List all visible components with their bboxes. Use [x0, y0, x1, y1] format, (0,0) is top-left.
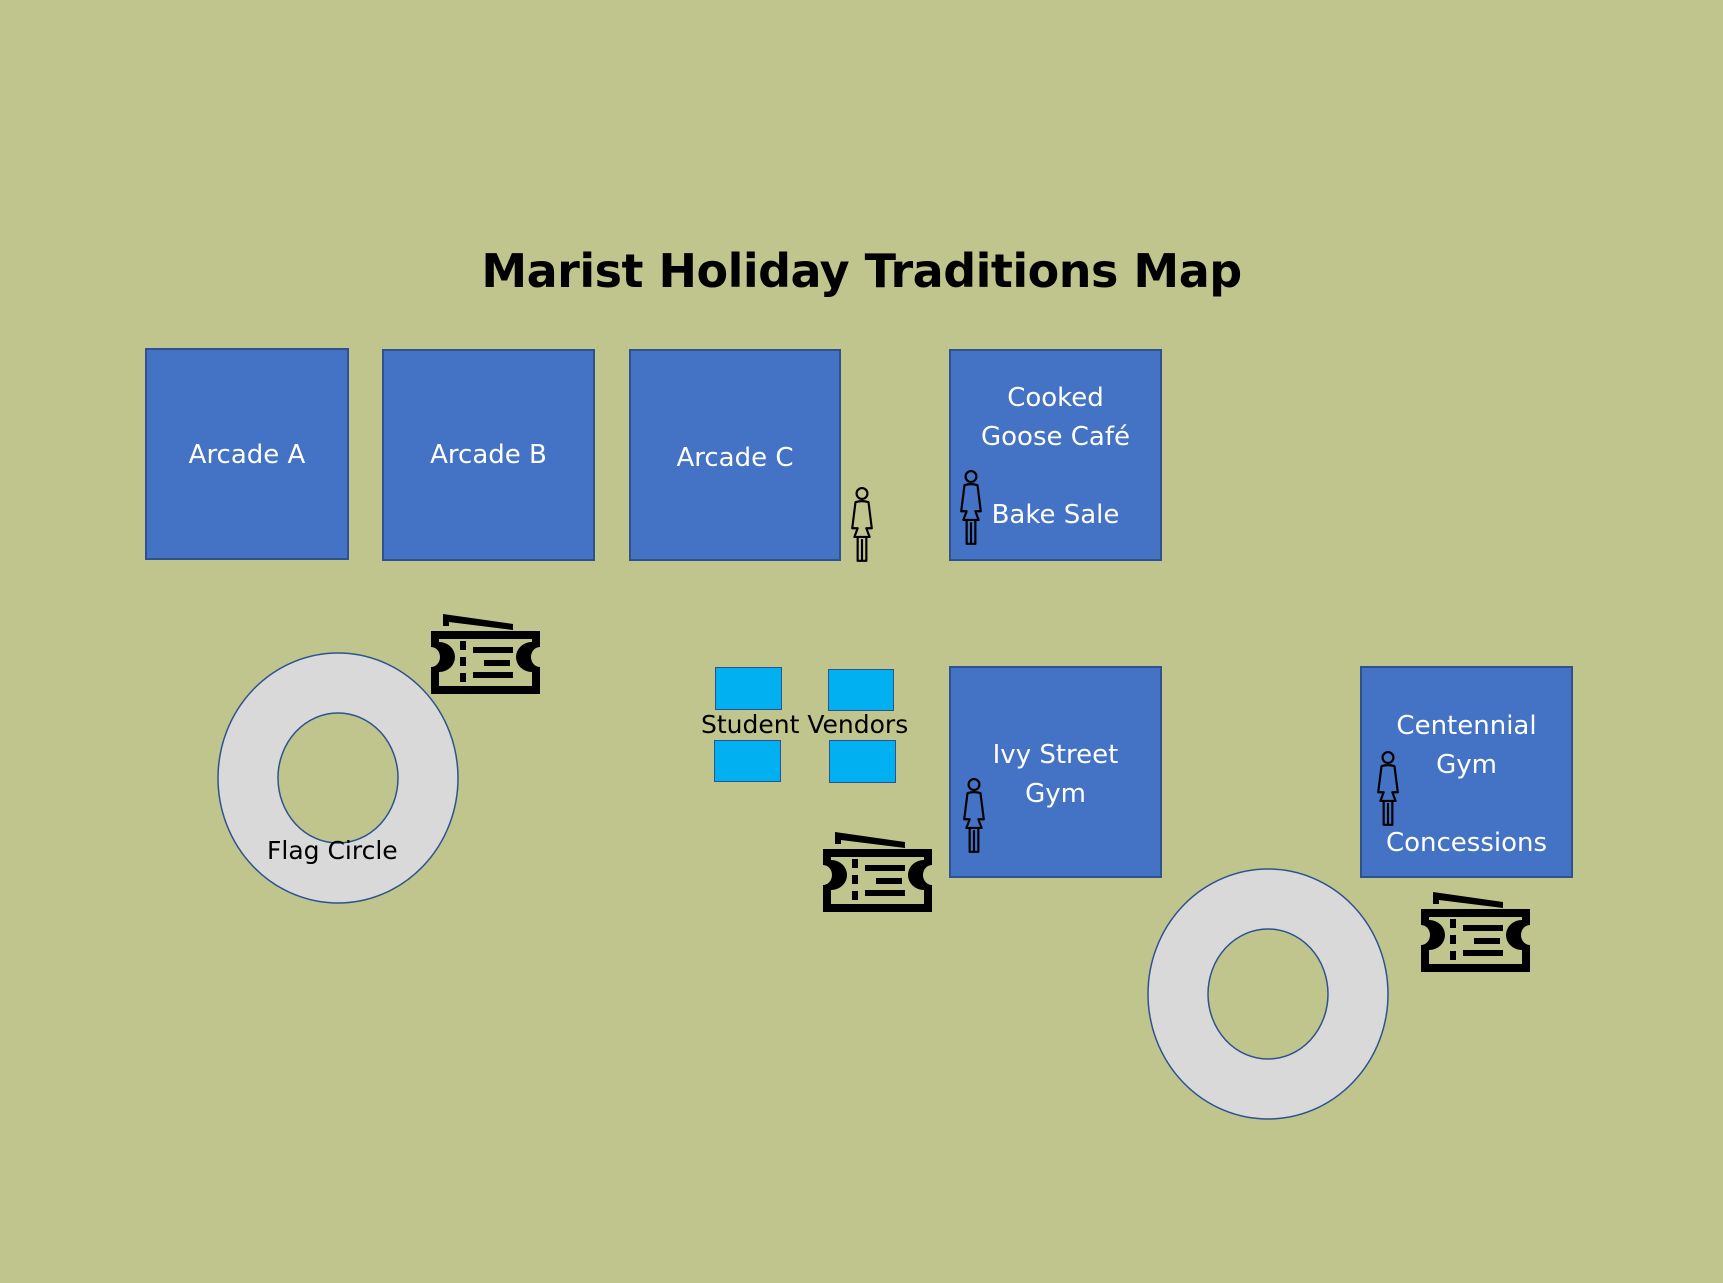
- vendor-stall[interactable]: [829, 740, 896, 783]
- flag-circle-label: Flag Circle: [267, 836, 398, 865]
- ticket-icon[interactable]: [1419, 892, 1532, 974]
- building-label-line1: Ivy Street: [992, 740, 1119, 770]
- building-label-line2: Gym: [1436, 750, 1497, 780]
- traffic-circle-ring[interactable]: [1146, 867, 1390, 1121]
- vendor-stall[interactable]: [828, 669, 894, 711]
- building-cooked-goose-cafe[interactable]: Cooked Goose Café Bake Sale: [949, 349, 1162, 561]
- building-label-line2: Goose Café: [980, 422, 1130, 452]
- building-arcade-c[interactable]: Arcade C: [629, 349, 841, 561]
- building-ivy-street-gym[interactable]: Ivy Street Gym: [949, 666, 1162, 878]
- vendor-stall[interactable]: [714, 740, 781, 782]
- person-icon[interactable]: [958, 778, 990, 854]
- flag-circle-shape: [218, 653, 459, 903]
- person-icon[interactable]: [846, 487, 878, 563]
- building-label: Arcade B: [430, 440, 547, 470]
- concessions-label: Concessions: [1385, 828, 1548, 858]
- student-vendors-label: Student Vendors: [701, 710, 909, 739]
- person-icon[interactable]: [955, 470, 987, 546]
- ticket-icon[interactable]: [429, 614, 542, 696]
- map-title: Marist Holiday Traditions Map: [481, 244, 1242, 298]
- building-label: Arcade A: [188, 440, 306, 470]
- building-label-line1: Centennial: [1396, 711, 1537, 741]
- traffic-circle-shape: [1148, 869, 1389, 1119]
- vendor-stall[interactable]: [715, 667, 782, 710]
- flag-circle-ring[interactable]: [216, 651, 460, 905]
- building-label-line1: Cooked: [1007, 383, 1104, 413]
- bake-sale-label: Bake Sale: [991, 500, 1120, 530]
- person-icon[interactable]: [1372, 751, 1404, 827]
- building-label: Arcade C: [676, 443, 794, 473]
- ticket-icon[interactable]: [821, 832, 934, 914]
- building-arcade-b[interactable]: Arcade B: [382, 349, 595, 561]
- building-label-line2: Gym: [1025, 779, 1086, 809]
- building-arcade-a[interactable]: Arcade A: [145, 348, 349, 560]
